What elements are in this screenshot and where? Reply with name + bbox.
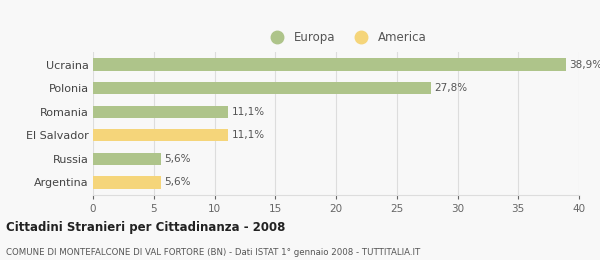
Text: 11,1%: 11,1%: [232, 107, 265, 117]
Text: Cittadini Stranieri per Cittadinanza - 2008: Cittadini Stranieri per Cittadinanza - 2…: [6, 222, 286, 235]
Bar: [93, 82, 431, 94]
Text: 27,8%: 27,8%: [434, 83, 467, 93]
Text: 38,9%: 38,9%: [569, 60, 600, 70]
Text: 5,6%: 5,6%: [164, 177, 191, 187]
Text: COMUNE DI MONTEFALCONE DI VAL FORTORE (BN) - Dati ISTAT 1° gennaio 2008 - TUTTIT: COMUNE DI MONTEFALCONE DI VAL FORTORE (B…: [6, 248, 420, 257]
Bar: [93, 153, 161, 165]
Bar: [93, 106, 228, 118]
Bar: [93, 176, 161, 188]
Text: 5,6%: 5,6%: [164, 154, 191, 164]
Text: 11,1%: 11,1%: [232, 130, 265, 140]
Bar: [93, 58, 566, 71]
Bar: [93, 129, 228, 141]
Legend: Europa, America: Europa, America: [260, 27, 431, 49]
